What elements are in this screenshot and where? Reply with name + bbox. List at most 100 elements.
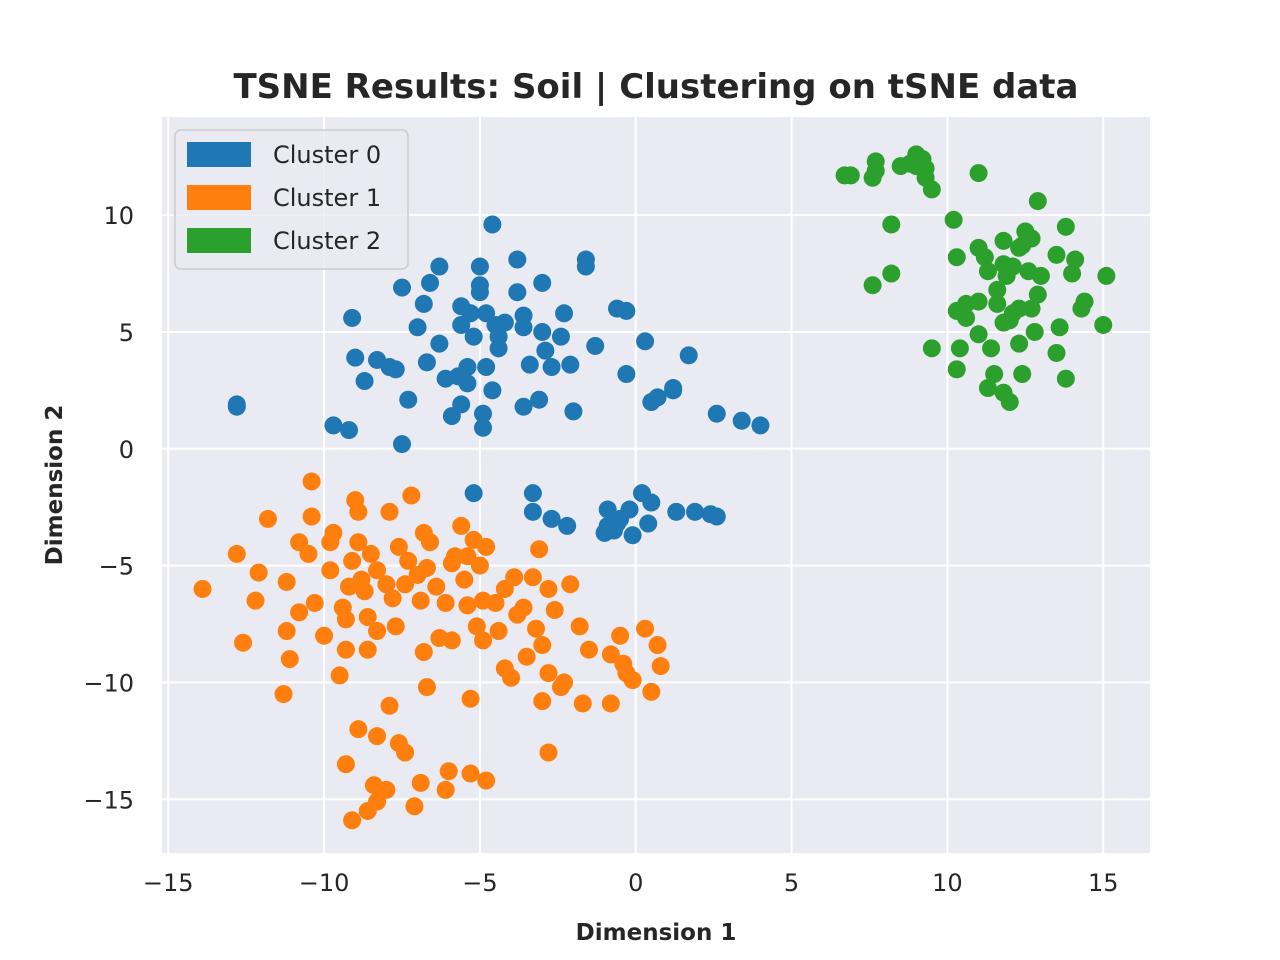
- legend-label-cluster-2: Cluster 2: [273, 227, 381, 255]
- data-point: [536, 341, 555, 360]
- data-point: [642, 493, 661, 512]
- data-point: [380, 502, 399, 521]
- data-point: [545, 601, 564, 620]
- data-point: [368, 561, 387, 580]
- data-point: [601, 694, 620, 713]
- data-point: [392, 435, 411, 454]
- data-point: [1072, 299, 1091, 318]
- data-point: [508, 283, 527, 302]
- data-point: [997, 266, 1016, 285]
- data-point: [1063, 264, 1082, 283]
- data-point: [458, 547, 477, 566]
- data-point: [477, 771, 496, 790]
- data-point: [527, 619, 546, 638]
- data-point: [1066, 250, 1085, 269]
- data-point: [355, 582, 374, 601]
- data-point: [863, 276, 882, 295]
- data-point: [336, 640, 355, 659]
- data-point: [523, 568, 542, 587]
- x-tick-label: −5: [462, 869, 497, 897]
- data-point: [533, 692, 552, 711]
- data-point: [523, 484, 542, 503]
- data-point: [1047, 245, 1066, 264]
- data-point: [234, 633, 253, 652]
- data-point: [280, 650, 299, 669]
- data-point: [988, 280, 1007, 299]
- data-point: [1056, 217, 1075, 236]
- y-axis-label: Dimension 2: [42, 405, 68, 566]
- data-point: [249, 563, 268, 582]
- data-point: [358, 608, 377, 627]
- data-point: [474, 631, 493, 650]
- data-point: [950, 339, 969, 358]
- x-axis-label: Dimension 1: [576, 920, 737, 946]
- data-point: [617, 301, 636, 320]
- data-point: [396, 575, 415, 594]
- data-point: [555, 673, 574, 692]
- data-point: [882, 264, 901, 283]
- data-point: [667, 502, 686, 521]
- data-point: [246, 591, 265, 610]
- data-point: [570, 617, 589, 636]
- data-point: [623, 526, 642, 545]
- data-point: [417, 353, 436, 372]
- data-point: [947, 360, 966, 379]
- data-point: [533, 636, 552, 655]
- data-point: [539, 743, 558, 762]
- data-point: [558, 516, 577, 535]
- data-point: [985, 365, 1004, 384]
- y-tick-label: 0: [119, 436, 134, 464]
- data-point: [555, 304, 574, 323]
- data-point: [866, 152, 885, 171]
- data-point: [411, 773, 430, 792]
- data-point: [470, 556, 489, 575]
- data-point: [368, 622, 387, 641]
- data-point: [514, 318, 533, 337]
- data-point: [1013, 236, 1032, 255]
- data-point: [470, 257, 489, 276]
- data-point: [617, 365, 636, 384]
- data-point: [408, 318, 427, 337]
- data-point: [336, 755, 355, 774]
- legend-swatch-cluster-2: [187, 228, 251, 253]
- data-point: [358, 640, 377, 659]
- legend: Cluster 0 Cluster 1 Cluster 2: [174, 129, 409, 270]
- legend-label-cluster-1: Cluster 1: [273, 184, 381, 212]
- data-point: [1056, 369, 1075, 388]
- data-point: [1013, 365, 1032, 384]
- data-point: [539, 664, 558, 683]
- data-point: [517, 647, 536, 666]
- data-point: [907, 157, 926, 176]
- data-point: [411, 591, 430, 610]
- data-point: [396, 743, 415, 762]
- scatter-points: [193, 145, 1116, 830]
- data-point: [405, 797, 424, 816]
- series-cluster-0: [227, 215, 770, 545]
- data-point: [648, 388, 667, 407]
- data-point: [461, 764, 480, 783]
- data-point: [302, 472, 321, 491]
- data-point: [321, 561, 340, 580]
- data-point: [495, 313, 514, 332]
- data-point: [1022, 299, 1041, 318]
- data-point: [505, 568, 524, 587]
- data-point: [467, 617, 486, 636]
- data-point: [489, 622, 508, 641]
- data-point: [474, 404, 493, 423]
- data-point: [611, 626, 630, 645]
- data-point: [377, 575, 396, 594]
- data-point: [561, 575, 580, 594]
- data-point: [414, 643, 433, 662]
- data-point: [751, 416, 770, 435]
- data-point: [636, 619, 655, 638]
- data-point: [399, 551, 418, 570]
- data-point: [573, 694, 592, 713]
- data-point: [542, 358, 561, 377]
- data-point: [227, 544, 246, 563]
- y-tick-label: 10: [103, 202, 134, 230]
- data-point: [944, 210, 963, 229]
- data-point: [969, 164, 988, 183]
- data-point: [982, 339, 1001, 358]
- data-point: [508, 250, 527, 269]
- data-point: [586, 336, 605, 355]
